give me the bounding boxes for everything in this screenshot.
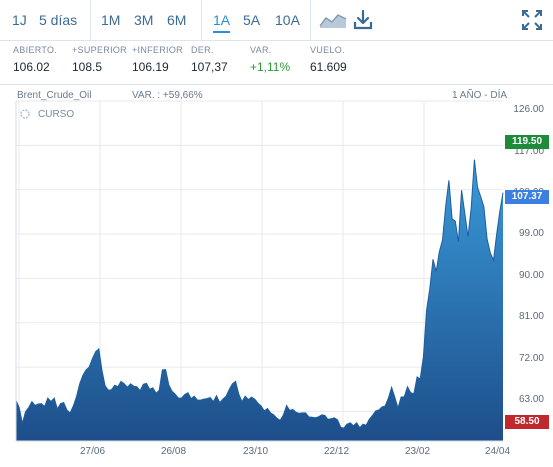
y-tick: 117.00	[514, 146, 544, 157]
x-tick: 23/10	[243, 446, 269, 457]
stat-low-label: +INFERIOR	[132, 45, 183, 55]
stat-open-value: 106.02	[13, 60, 50, 74]
x-tick: 27/06	[80, 446, 106, 457]
range-button-1d[interactable]: 1J	[12, 12, 27, 28]
stat-volume: VUELO. 61.609	[310, 45, 347, 74]
x-tick: 26/08	[161, 446, 187, 457]
stat-high-value: 108.5	[72, 60, 103, 74]
stat-low: +INFERIOR 106.19	[132, 45, 183, 74]
stat-open: ABIERTO. 106.02	[13, 45, 57, 74]
chart-period: 1 AÑO - DÍA	[452, 90, 508, 101]
range-button-3m[interactable]: 3M	[134, 12, 154, 28]
range-button-5d[interactable]: 5 días	[39, 12, 78, 28]
stat-change: VAR. +1,11%	[250, 45, 290, 74]
area-chart-icon[interactable]	[319, 11, 347, 29]
y-tick: 72.00	[518, 353, 544, 364]
range-button-5y[interactable]: 5A	[243, 12, 261, 28]
stat-volume-label: VUELO.	[310, 45, 345, 55]
toolbar-divider	[310, 0, 311, 40]
price-line	[15, 159, 504, 429]
y-tick: 99.00	[518, 228, 544, 239]
x-tick: 22/12	[324, 446, 350, 457]
download-icon[interactable]	[353, 9, 373, 31]
stats-divider	[0, 84, 553, 85]
stat-change-label: VAR.	[250, 45, 272, 55]
last-price-badge: 107.37	[505, 190, 549, 204]
range-button-1y[interactable]: 1A	[213, 0, 231, 40]
stat-change-value: +1,11%	[250, 60, 291, 74]
high-price-badge: 119.50	[505, 135, 549, 149]
legend-label: CURSO	[38, 109, 74, 120]
chart-change: VAR. : +59,66%	[132, 90, 203, 101]
y-tick: 81.00	[518, 311, 544, 322]
stat-last: DER. 107,37	[191, 45, 228, 74]
stat-volume-value: 61.609	[310, 60, 347, 74]
y-tick: 63.00	[518, 394, 544, 405]
range-button-1m[interactable]: 1M	[101, 12, 121, 28]
stat-low-value: 106.19	[132, 60, 169, 74]
stat-open-label: ABIERTO.	[13, 45, 58, 55]
stat-last-label: DER.	[191, 45, 214, 55]
price-area	[16, 159, 503, 441]
chart-grid	[16, 100, 503, 441]
stat-last-value: 107,37	[191, 60, 228, 74]
toolbar: 1J 5 días 1M 3M 6M 1A 5A 10A	[0, 0, 553, 41]
x-tick: 24/04	[485, 446, 511, 457]
fullscreen-icon[interactable]	[521, 9, 543, 31]
legend-icon	[20, 109, 30, 119]
toolbar-divider	[201, 0, 202, 40]
toolbar-divider	[90, 0, 91, 40]
low-price-badge: 58.50	[505, 415, 549, 429]
y-tick: 126.00	[513, 104, 544, 115]
chart-symbol: Brent_Crude_Oil	[17, 90, 92, 101]
range-button-6m[interactable]: 6M	[167, 12, 187, 28]
x-tick: 23/02	[405, 446, 431, 457]
y-tick: 90.00	[518, 270, 544, 281]
stat-high-label: +SUPERIOR	[72, 45, 127, 55]
range-button-10y[interactable]: 10A	[275, 12, 300, 28]
stat-high: +SUPERIOR 108.5	[72, 45, 127, 74]
